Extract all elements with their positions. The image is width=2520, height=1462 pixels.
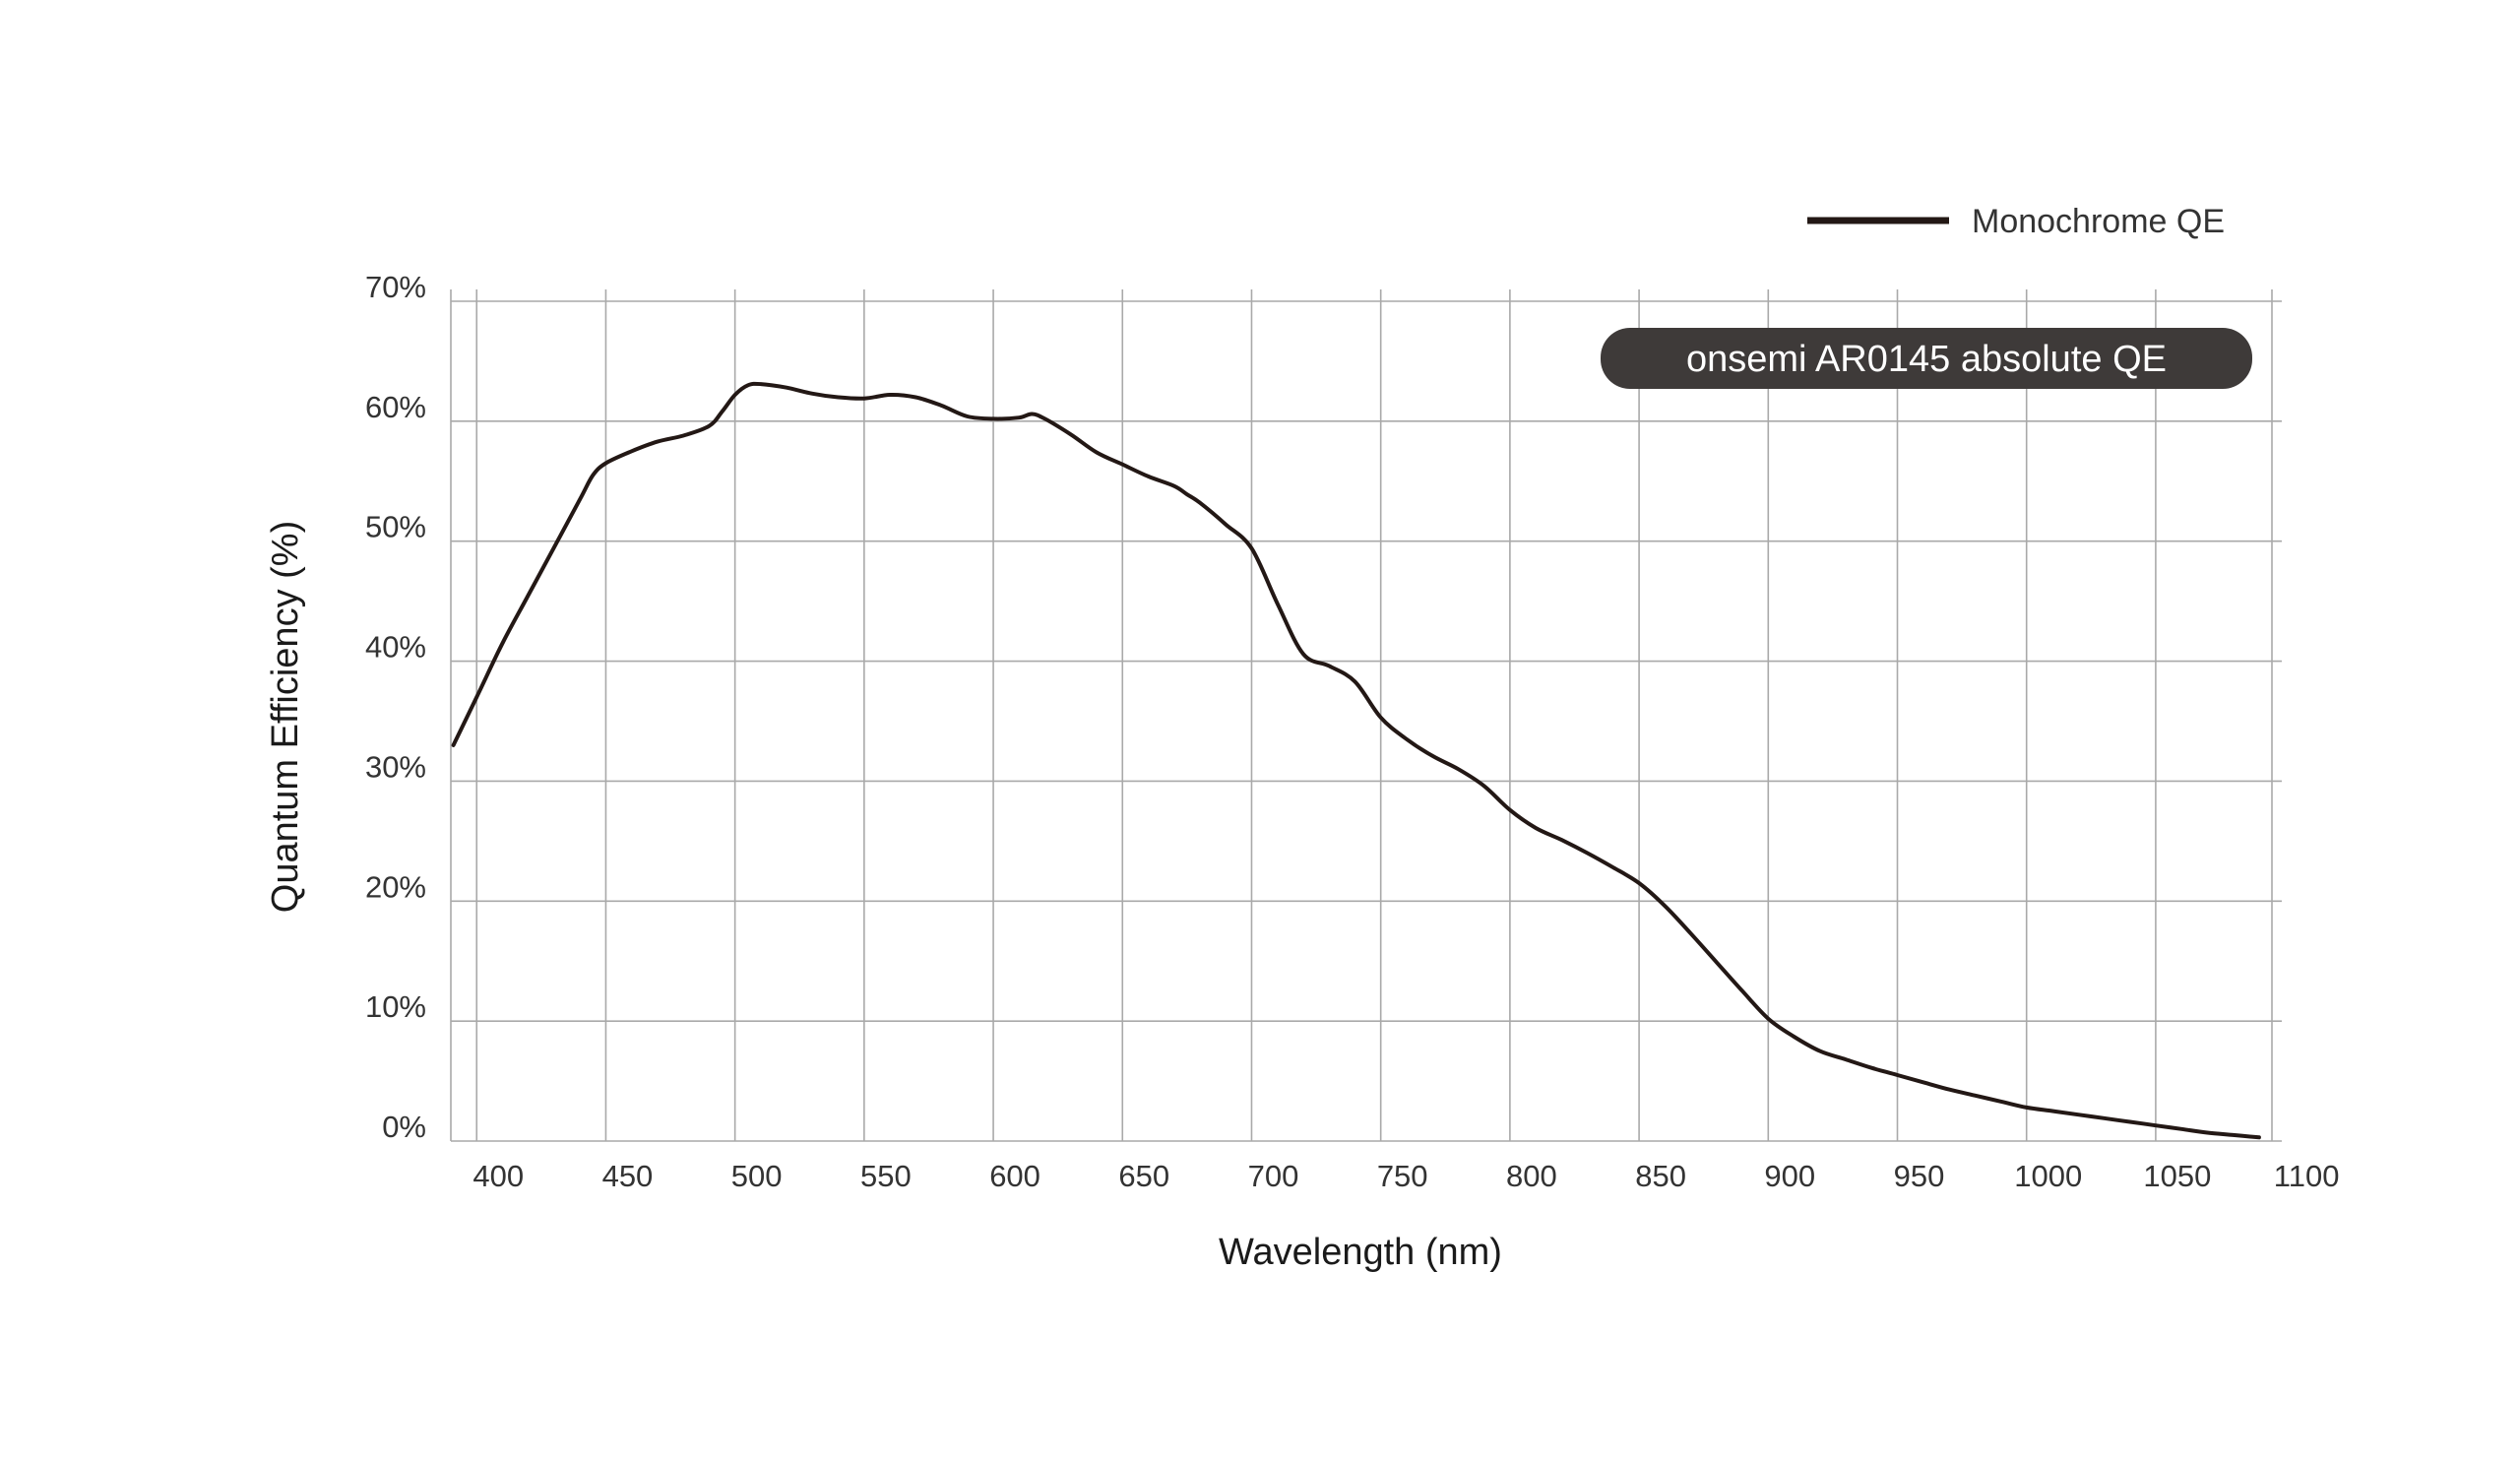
x-tick-label: 550 bbox=[860, 1159, 912, 1193]
series-line-monochrome-qe bbox=[451, 381, 2261, 1140]
annotation-badge-background bbox=[1601, 328, 2252, 389]
y-tick-label: 70% bbox=[365, 270, 426, 304]
y-axis-tick-labels: 0% 10% 20% 30% 40% 50% 60% 70% bbox=[365, 270, 426, 1144]
y-tick-label: 10% bbox=[365, 989, 426, 1024]
y-axis-title: Quantum Efficiency (%) bbox=[265, 521, 306, 913]
y-tick-label: 20% bbox=[365, 869, 426, 904]
x-tick-label: 650 bbox=[1118, 1159, 1169, 1193]
x-tick-label: 700 bbox=[1248, 1159, 1299, 1193]
vertical-gridlines bbox=[450, 289, 2273, 1141]
annotation-badge-text: onsemi AR0145 absolute QE bbox=[1686, 339, 2167, 380]
x-tick-label: 850 bbox=[1635, 1159, 1686, 1193]
y-tick-label: 50% bbox=[365, 510, 426, 544]
x-tick-label: 950 bbox=[1894, 1159, 1945, 1193]
y-tick-label: 30% bbox=[365, 749, 426, 784]
horizontal-gridlines bbox=[451, 300, 2282, 1142]
x-axis-tick-labels: 400 450 500 550 600 650 700 750 800 850 900 950 1000… bbox=[472, 1159, 2339, 1193]
annotation-badge: onsemi AR0145 absolute QE bbox=[1601, 328, 2252, 389]
x-tick-label: 1000 bbox=[2014, 1159, 2082, 1193]
x-tick-label: 800 bbox=[1506, 1159, 1557, 1193]
x-tick-label: 1100 bbox=[2274, 1159, 2340, 1193]
y-tick-label: 60% bbox=[365, 390, 426, 424]
x-tick-label: 750 bbox=[1377, 1159, 1428, 1193]
x-tick-label: 400 bbox=[472, 1159, 524, 1193]
y-tick-label: 40% bbox=[365, 630, 426, 665]
x-tick-label: 450 bbox=[602, 1159, 654, 1193]
x-axis-title: Wavelength (nm) bbox=[1219, 1232, 1502, 1273]
x-tick-label: 600 bbox=[989, 1159, 1040, 1193]
legend-label-monochrome-qe: Monochrome QE bbox=[1972, 203, 2225, 240]
legend: Monochrome QE bbox=[1807, 203, 2225, 240]
x-tick-label: 1050 bbox=[2143, 1159, 2211, 1193]
x-tick-label: 900 bbox=[1764, 1159, 1815, 1193]
y-tick-label: 0% bbox=[382, 1110, 426, 1144]
x-tick-label: 500 bbox=[731, 1159, 783, 1193]
